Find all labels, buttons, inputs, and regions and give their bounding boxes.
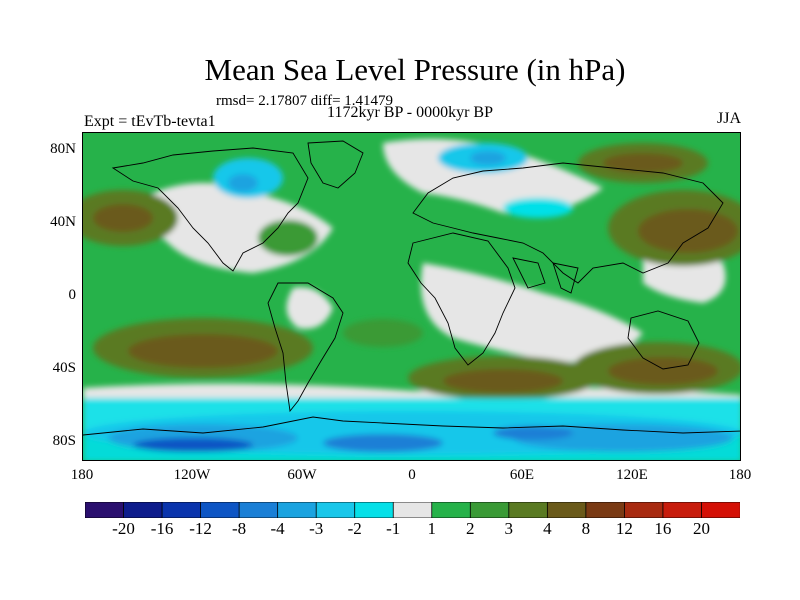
colorbar-label: 12 [615,519,633,538]
colorbar-label: -4 [270,519,285,538]
colorbar-swatch-11 [508,502,549,518]
colorbar-label: 16 [654,519,672,538]
colorbar-swatch-15 [662,502,703,518]
colorbar-label: -1 [386,519,401,538]
lat-label-80n: 80N [50,141,76,157]
colorbar-swatch-12 [546,502,587,518]
colorbar-swatch-4 [238,502,279,518]
colorbar-swatch-0 [85,502,125,518]
colorbar-label: 2 [466,519,475,538]
colorbar-label: -16 [150,519,174,538]
lat-label-40n: 40N [50,214,76,230]
lon-label-0: 0 [408,467,416,483]
colorbar-label: -8 [232,519,247,538]
plot-title: Mean Sea Level Pressure (in hPa) [204,52,626,87]
colorbar-label: -20 [112,519,135,538]
rmsd-diff-stats: rmsd= 2.17807 diff= 1.41479 [216,93,394,109]
colorbar-swatch-6 [315,502,356,518]
colorbar [85,502,740,518]
colorbar-label: 4 [543,519,552,538]
colorbar-label: 20 [693,519,710,538]
colorbar-label: 1 [427,519,437,538]
colorbar-swatch-1 [123,502,163,518]
lon-label-60e: 60E [509,467,535,483]
colorbar-swatch-13 [585,502,626,518]
lon-label-120e: 120E [616,467,648,483]
colorbar-swatch-5 [277,502,317,518]
colorbar-swatch-14 [624,502,664,518]
lon-label-120w: 120W [173,467,211,483]
colorbar-swatch-9 [431,502,471,518]
pressure-map [82,132,741,461]
colorbar-swatch-10 [469,502,510,518]
colorbar-swatch-2 [161,502,202,518]
lat-label-40s: 40S [52,360,76,376]
colorbar-label: 8 [581,519,591,538]
time-period-label: 1172kyr BP - 0000kyr BP [327,104,493,121]
lat-label-80s: 80S [52,433,76,449]
colorbar-label: -2 [347,519,362,538]
colorbar-label: -3 [309,519,324,538]
map-field [83,133,740,460]
lon-label-180e: 180 [728,467,752,483]
lon-label-180w: 180 [70,467,94,483]
season-label: JJA [716,110,741,127]
colorbar-swatch-3 [200,502,240,518]
colorbar-swatch-7 [354,502,394,518]
experiment-label: Expt = tEvTb-tevta1 [84,113,216,130]
colorbar-swatch-8 [392,502,433,518]
colorbar-label: -12 [189,519,212,538]
lon-label-60w: 60W [287,467,317,483]
colorbar-swatch-16 [701,502,740,518]
colorbar-label: 3 [504,519,514,538]
lat-label-eq: 0 [68,287,77,303]
